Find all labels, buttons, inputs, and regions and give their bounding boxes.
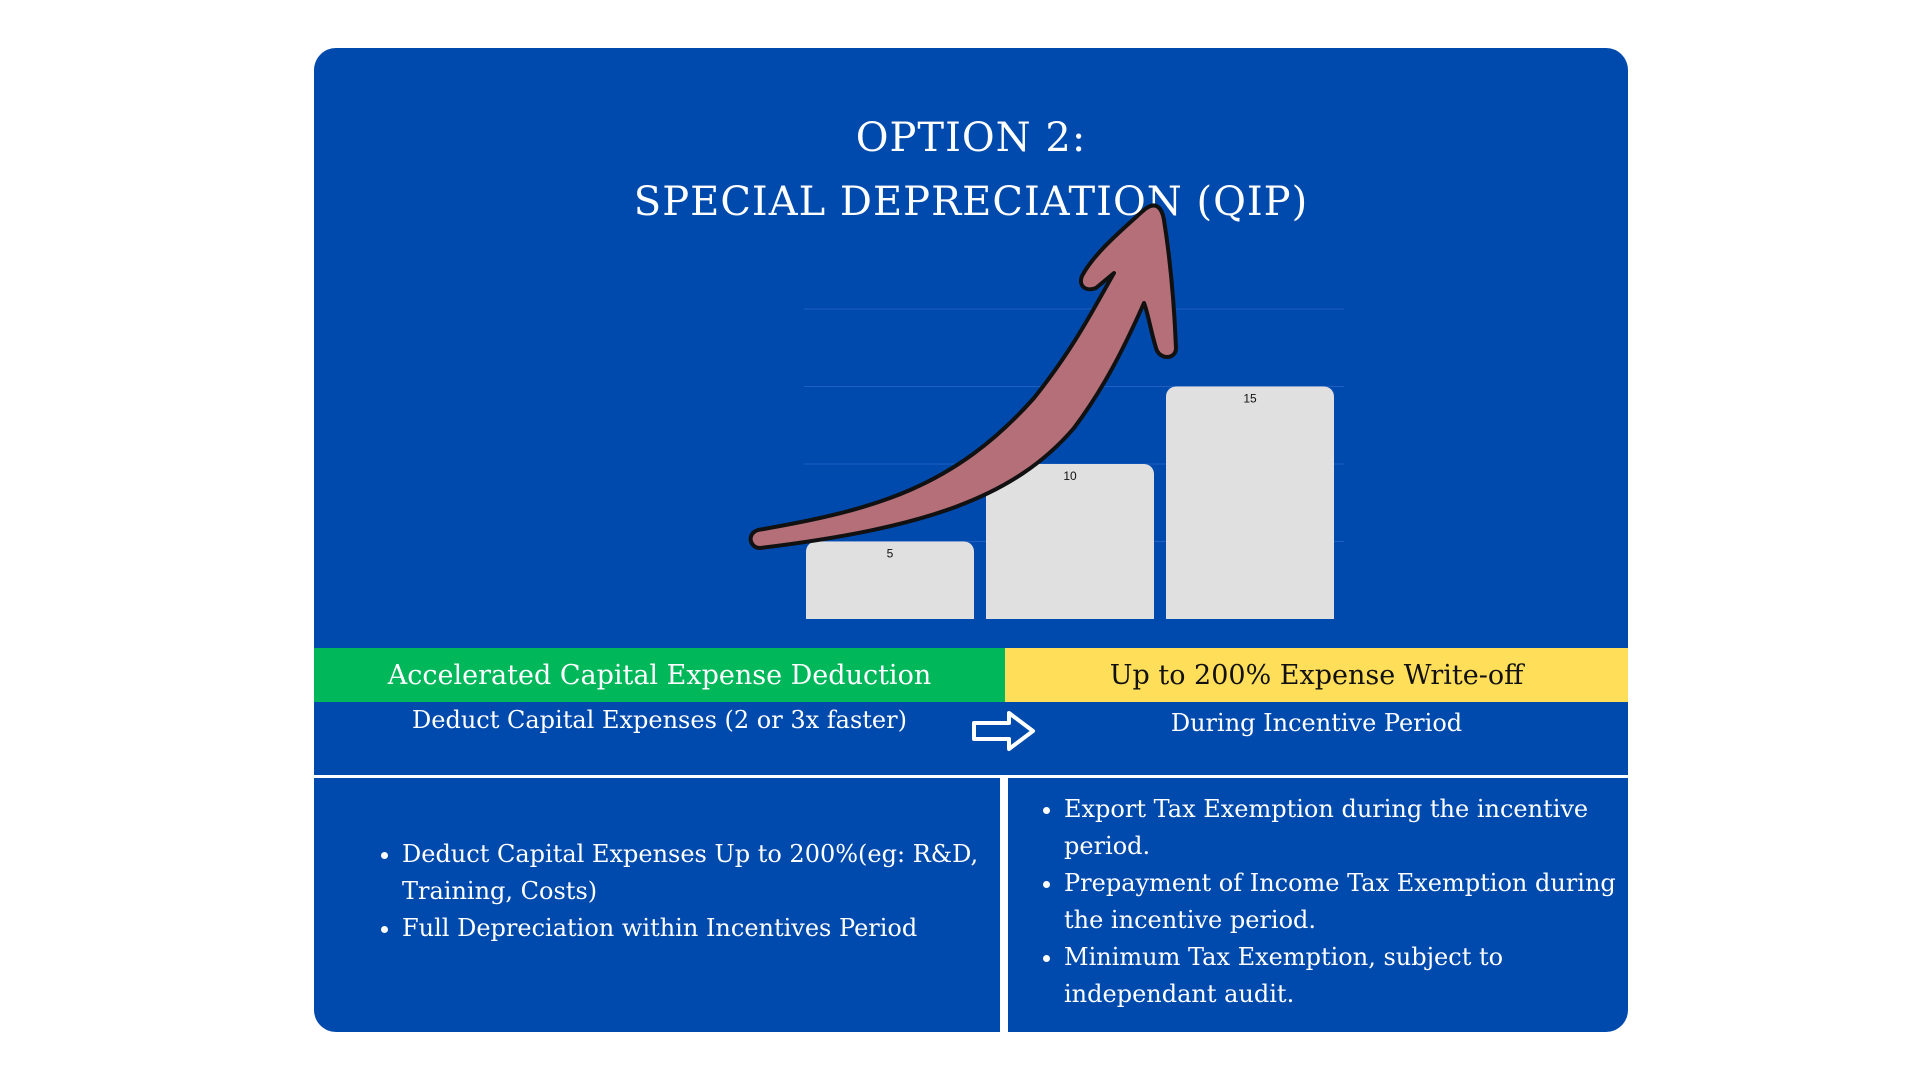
bar-chart: 5 10 15 <box>748 203 1344 619</box>
bar-data-label: 5 <box>887 547 894 561</box>
list-item: Deduct Capital Expenses Up to 200%(eg: R… <box>402 836 992 910</box>
chart-bars <box>806 386 1334 619</box>
title-line-1: OPTION 2: <box>855 115 1087 161</box>
chart-bar <box>986 464 1154 619</box>
list-item: Full Depreciation within Incentives Peri… <box>402 910 992 947</box>
list-item: Prepayment of Income Tax Exemption durin… <box>1064 865 1628 939</box>
write-off-band: Up to 200% Expense Write-off <box>1005 648 1628 702</box>
list-item: Minimum Tax Exemption, subject to indepe… <box>1064 939 1628 1013</box>
chart-bar-base <box>986 607 1154 619</box>
chart-data-labels: 5 10 15 <box>887 392 1257 561</box>
option-card: OPTION 2: SPECIAL DEPRECIATION (QIP) 5 10… <box>314 48 1628 1032</box>
right-bullet-list: Export Tax Exemption during the incentiv… <box>1042 791 1628 1013</box>
right-subtitle: During Incentive Period <box>1170 709 1463 737</box>
list-item: Export Tax Exemption during the incentiv… <box>1064 791 1628 865</box>
arrow-right-icon <box>972 711 1035 751</box>
left-bullet-list: Deduct Capital Expenses Up to 200%(eg: R… <box>380 836 992 947</box>
horizontal-divider <box>314 775 1628 778</box>
chart-bar <box>1166 386 1334 619</box>
vertical-divider <box>1000 778 1008 1032</box>
left-subtitle: Deduct Capital Expenses (2 or 3x faster) <box>412 706 907 734</box>
chart-bar-base <box>806 607 974 619</box>
chart-bar <box>806 541 974 619</box>
chart-bar-base <box>1166 607 1334 619</box>
bar-data-label: 15 <box>1243 392 1257 406</box>
bar-data-label: 10 <box>1063 469 1077 483</box>
title-line-2: SPECIAL DEPRECIATION (QIP) <box>633 179 1309 225</box>
page-title: OPTION 2: SPECIAL DEPRECIATION (QIP) <box>314 106 1628 234</box>
accelerated-deduction-band: Accelerated Capital Expense Deduction <box>314 648 1005 702</box>
growth-arrow-icon <box>748 203 1178 550</box>
